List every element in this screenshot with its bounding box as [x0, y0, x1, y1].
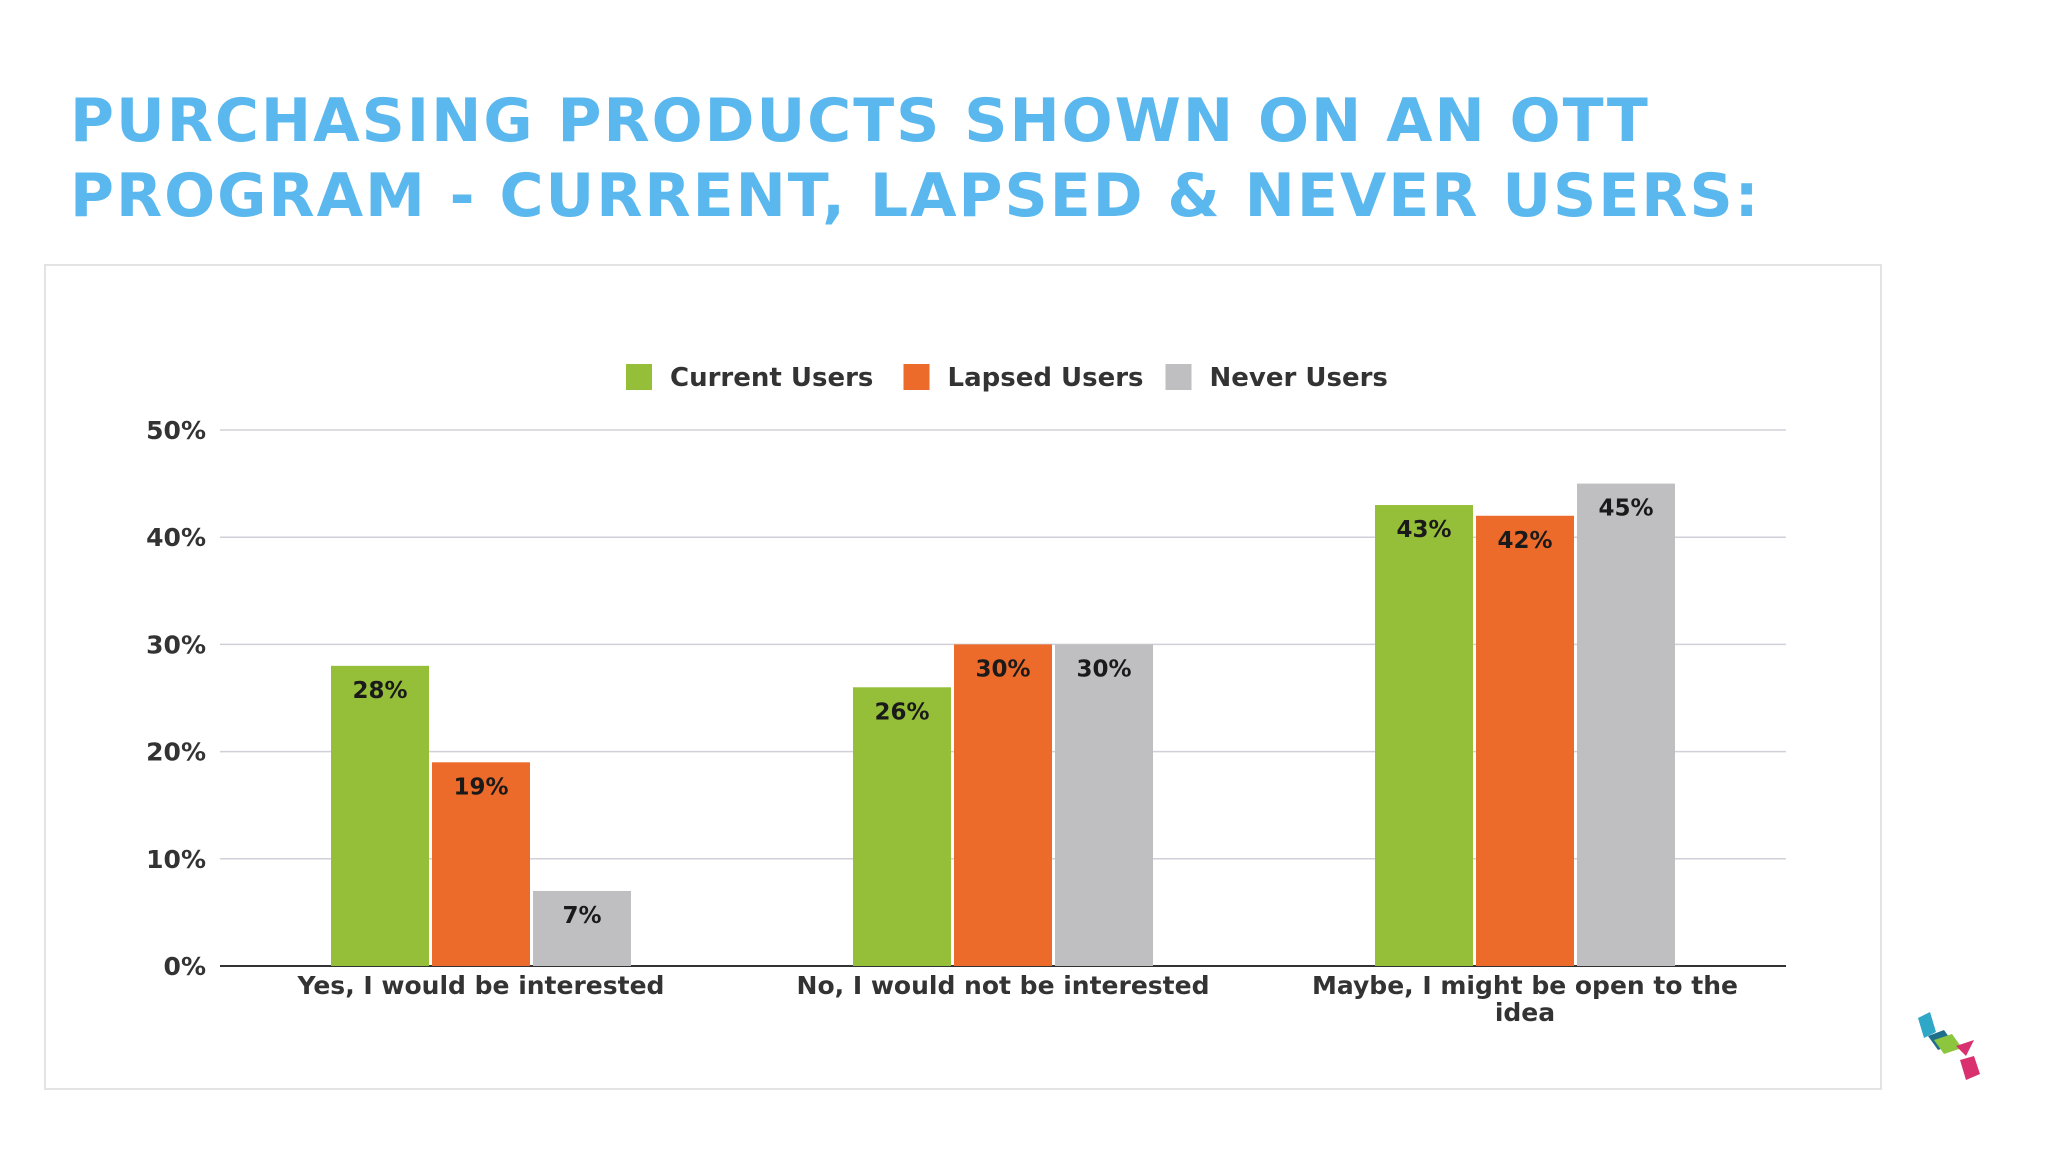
legend-label: Lapsed Users [948, 363, 1144, 393]
bar-chart: 0% 10% 20% 30% 40% 50% 28% 19% 7% Yes, I would be… [146, 363, 1786, 1027]
legend-label: Never Users [1210, 363, 1388, 393]
bar-data-label: 45% [1598, 496, 1653, 522]
bar [533, 890, 631, 966]
bar [1055, 644, 1153, 966]
y-tick-label: 50% [146, 416, 206, 445]
bar-data-label: 28% [352, 678, 407, 704]
chart-frame: 0% 10% 20% 30% 40% 50% 28% 19% 7% Yes, I would be… [44, 264, 1882, 1090]
bar [1375, 505, 1473, 966]
category-label: Yes, I would be interested [297, 971, 665, 1000]
legend-swatch [626, 364, 652, 390]
category-label: Maybe, I might be open to the [1312, 971, 1738, 1000]
y-tick-label: 0% [164, 952, 206, 981]
bar [1577, 483, 1675, 966]
y-tick-label: 40% [146, 523, 206, 552]
bar-data-label: 43% [1396, 517, 1451, 543]
bar-data-label: 7% [562, 903, 601, 929]
bar-data-label: 30% [975, 656, 1030, 682]
bar-data-label: 30% [1076, 656, 1131, 682]
cube-stack-logo-icon [1918, 1012, 1980, 1080]
slide-title-line-1: PURCHASING PRODUCTS SHOWN ON AN OTT [70, 86, 1650, 156]
bar-data-label: 26% [874, 699, 929, 725]
slide-title-line-2: PROGRAM - CURRENT, LAPSED & NEVER USERS: [70, 161, 1761, 231]
bar-data-label: 19% [453, 774, 508, 800]
bar [432, 762, 530, 966]
legend-label: Current Users [670, 363, 873, 393]
legend-swatch [903, 364, 930, 390]
y-tick-label: 20% [146, 738, 206, 767]
bar [331, 665, 429, 966]
bar [954, 644, 1052, 966]
y-tick-label: 10% [146, 845, 206, 874]
bar-data-label: 42% [1497, 528, 1552, 554]
category-label: No, I would not be interested [797, 971, 1210, 1000]
bar [853, 687, 951, 966]
legend-swatch [1165, 364, 1192, 390]
y-tick-label: 30% [146, 630, 206, 659]
slide-title: PURCHASING PRODUCTS SHOWN ON AN OTT PROG… [70, 84, 1870, 234]
category-label: idea [1495, 998, 1555, 1027]
bar [1476, 515, 1574, 966]
